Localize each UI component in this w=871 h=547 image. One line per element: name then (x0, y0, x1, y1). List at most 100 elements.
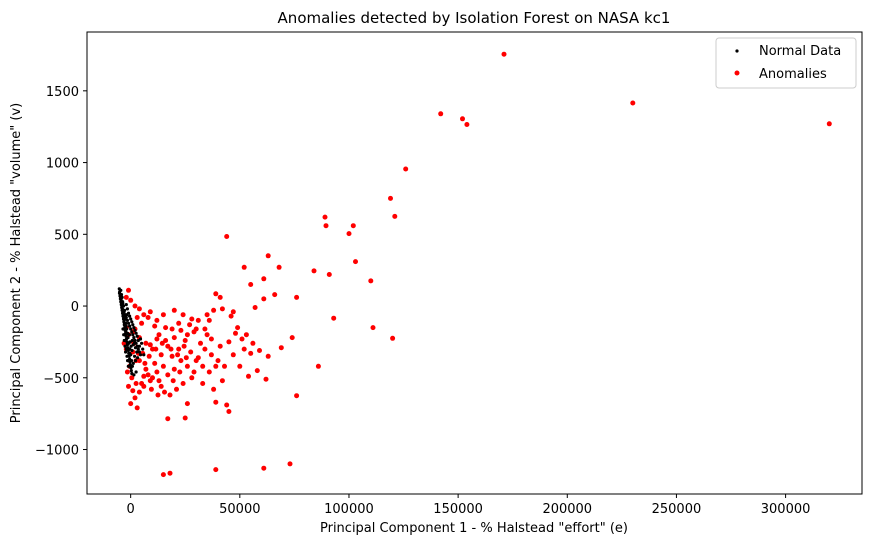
anomaly-point (160, 472, 166, 478)
anomaly-point (189, 316, 195, 322)
x-tick-label: 50000 (219, 502, 260, 517)
normal-point (131, 343, 135, 347)
normal-point (129, 317, 133, 321)
anomaly-point (180, 312, 186, 318)
anomaly-point (150, 375, 155, 381)
anomaly-point (195, 317, 201, 323)
anomaly-point (289, 335, 295, 341)
anomaly-point (165, 416, 171, 422)
y-tick-label: 1500 (46, 85, 79, 100)
anomaly-point (176, 346, 182, 352)
normal-point (123, 344, 127, 348)
normal-point (124, 324, 128, 328)
y-tick-label: 1000 (46, 157, 79, 172)
anomaly-point (165, 343, 171, 349)
anomaly-point (187, 322, 193, 328)
anomaly-point (146, 353, 152, 359)
anomaly-point (403, 166, 409, 172)
anomaly-point (133, 381, 139, 386)
x-tick-label: 250000 (652, 502, 702, 517)
normal-point (133, 328, 137, 332)
normal-point (124, 303, 128, 307)
anomaly-point (261, 276, 267, 282)
normal-point (141, 347, 145, 351)
normal-point (123, 317, 127, 321)
normal-point (125, 307, 129, 311)
anomaly-point (368, 278, 374, 284)
anomaly-point (200, 363, 206, 369)
anomaly-point (826, 121, 832, 127)
normal-point (125, 313, 129, 317)
normal-point (133, 346, 138, 350)
anomaly-point (294, 393, 300, 399)
anomaly-point (188, 349, 194, 355)
anomaly-point (155, 392, 161, 398)
normal-point (134, 370, 138, 374)
normal-point (121, 308, 125, 312)
anomaly-point (154, 317, 160, 323)
anomaly-point (156, 332, 162, 338)
normal-point (121, 327, 125, 331)
legend-label-normal: Normal Data (759, 44, 841, 59)
anomaly-point (217, 294, 223, 300)
anomaly-point (132, 395, 138, 401)
anomaly-point (350, 223, 356, 229)
anomaly-point (178, 327, 184, 333)
normal-point (130, 320, 134, 324)
normal-point (124, 347, 128, 351)
anomaly-point (126, 383, 131, 389)
anomaly-point (134, 405, 140, 411)
anomaly-point (132, 303, 138, 309)
anomaly-point (241, 346, 247, 352)
anomaly-point (228, 313, 234, 319)
points-layer (117, 51, 832, 478)
anomaly-point (139, 381, 145, 386)
anomaly-point (202, 326, 208, 332)
anomaly-point (126, 287, 131, 293)
normal-point (126, 321, 131, 325)
normal-point (128, 324, 132, 328)
anomaly-point (123, 294, 129, 300)
y-axis-label: Principal Component 2 - % Halstead "volu… (9, 103, 24, 424)
anomaly-point (181, 343, 187, 349)
anomaly-point (211, 386, 217, 392)
normal-point (124, 350, 128, 354)
anomaly-point (145, 315, 151, 320)
anomaly-point (171, 307, 177, 313)
anomaly-point (198, 340, 203, 346)
anomaly-point (152, 323, 158, 329)
anomaly-point (171, 335, 177, 341)
anomaly-point (287, 461, 293, 467)
normal-point (130, 330, 134, 334)
anomaly-point (128, 297, 134, 303)
anomaly-point (226, 339, 232, 345)
anomaly-point (501, 51, 507, 57)
anomaly-point (276, 264, 282, 270)
anomaly-point (390, 335, 396, 341)
y-tick-label: 0 (71, 300, 79, 315)
x-tick-label: 200000 (542, 502, 592, 517)
y-axis: −1000 −500 0 500 1000 1500 (35, 85, 87, 459)
anomaly-point (265, 253, 271, 259)
anomaly-point (154, 369, 160, 375)
legend: Normal Data Anomalies (715, 37, 857, 89)
normal-point (122, 338, 126, 343)
x-tick-label: 300000 (761, 502, 811, 517)
anomaly-point (189, 375, 195, 381)
anomaly-point (184, 363, 190, 369)
anomaly-point (184, 401, 190, 407)
normal-point (126, 336, 130, 340)
anomaly-point (248, 350, 254, 356)
anomaly-point (163, 338, 169, 343)
anomaly-point (178, 358, 184, 364)
anomaly-point (315, 363, 321, 369)
anomaly-point (204, 312, 210, 318)
anomaly-point (204, 332, 210, 338)
anomaly-point (128, 401, 134, 407)
normal-point (136, 347, 140, 351)
anomaly-point (370, 325, 376, 331)
anomaly-point (230, 352, 236, 358)
anomaly-point (148, 386, 154, 392)
normal-point (120, 301, 124, 305)
anomaly-point (183, 355, 189, 361)
